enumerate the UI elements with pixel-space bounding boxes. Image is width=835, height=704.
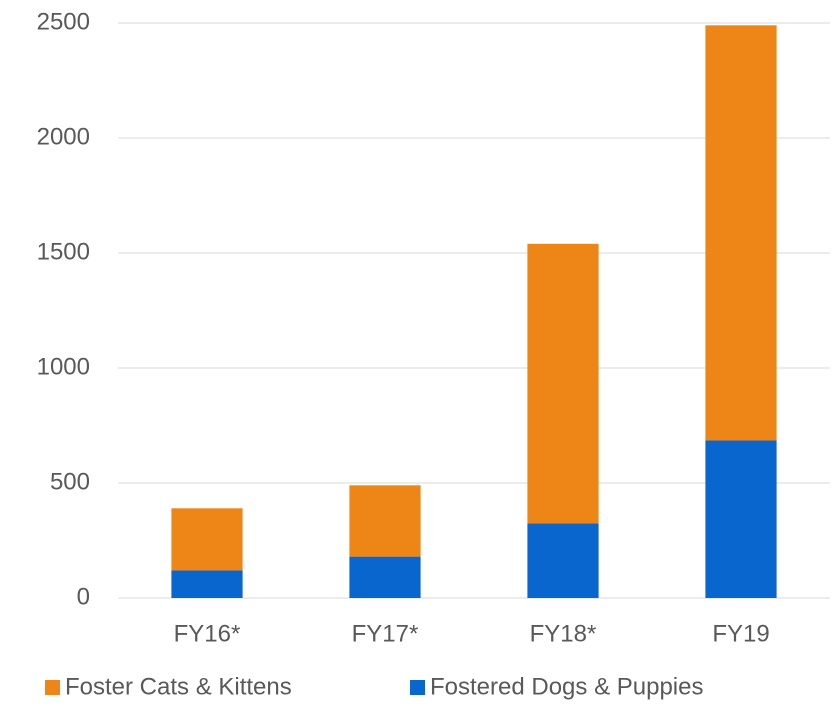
legend-label: Fostered Dogs & Puppies	[430, 673, 703, 700]
x-tick-label: FY17*	[352, 620, 419, 647]
legend-swatch	[45, 680, 60, 695]
y-tick-label: 1000	[37, 353, 90, 380]
bar-segment	[171, 570, 243, 598]
y-tick-label: 2000	[37, 123, 90, 150]
bar-segment	[349, 485, 421, 557]
bar-segment	[527, 243, 599, 524]
bar-segment	[171, 508, 243, 571]
bar-segment	[527, 523, 599, 598]
y-tick-label: 2500	[37, 8, 90, 35]
y-tick-label: 500	[50, 468, 90, 495]
y-tick-label: 1500	[37, 238, 90, 265]
x-tick-label: FY19	[712, 620, 769, 647]
bar-segment	[349, 556, 421, 598]
y-tick-label: 0	[77, 583, 90, 610]
bar-segment	[705, 25, 777, 441]
bar-segment	[705, 440, 777, 598]
legend-label: Foster Cats & Kittens	[65, 673, 292, 700]
x-tick-label: FY18*	[530, 620, 597, 647]
x-tick-label: FY16*	[174, 620, 241, 647]
legend-swatch	[410, 680, 425, 695]
